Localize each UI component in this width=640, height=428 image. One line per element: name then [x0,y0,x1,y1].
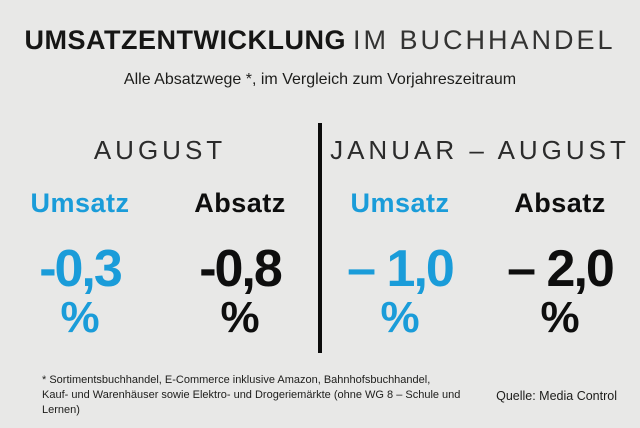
vertical-divider [318,123,322,353]
metric-label: Umsatz [30,188,130,218]
metric-jan-aug-umsatz: Umsatz – 1,0 % [320,188,480,341]
metric-unit: % [540,293,580,342]
page-title: UMSATZENTWICKLUNG IM BUCHHANDEL [0,24,640,56]
metric-value: -0,3 [39,240,123,298]
panel-august-metrics: Umsatz -0,3 % Absatz -0,8 % [0,188,320,341]
source-credit: Quelle: Media Control [496,388,617,403]
footer: * Sortimentsbuchhandel, E-Commerce inklu… [42,373,617,418]
footnote-line-1: * Sortimentsbuchhandel, E-Commerce inklu… [42,374,431,386]
page-title-emphasis: UMSATZENTWICKLUNG [24,25,346,55]
metric-value: -0,8 [199,240,283,298]
panel-august: AUGUST Umsatz -0,3 % Absatz -0,8 % [0,123,320,359]
metric-label: Umsatz [350,188,450,218]
metric-label: Absatz [194,188,286,218]
page-subtitle: Alle Absatzwege *, im Vergleich zum Vorj… [123,71,517,88]
panel-januar-august-metrics: Umsatz – 1,0 % Absatz – 2,0 % [320,188,640,341]
footnote-line-2: Kauf- und Warenhäuser sowie Elektro- und… [42,389,461,416]
metric-august-absatz: Absatz -0,8 % [160,188,320,341]
metric-jan-aug-absatz: Absatz – 2,0 % [480,188,640,341]
metric-august-umsatz: Umsatz -0,3 % [0,188,160,341]
metric-value: – 2,0 [507,240,615,298]
metric-value: – 1,0 [347,240,455,298]
metric-unit: % [60,293,100,342]
footnote: * Sortimentsbuchhandel, E-Commerce inklu… [42,373,496,418]
metric-label: Absatz [514,188,606,218]
metric-unit: % [220,293,260,342]
panels-area: AUGUST Umsatz -0,3 % Absatz -0,8 % JANUA… [0,123,640,359]
panel-januar-august-period: JANUAR – AUGUST [330,135,630,165]
metric-unit: % [380,293,420,342]
panel-august-period: AUGUST [93,135,227,165]
page-title-rest: IM BUCHHANDEL [352,25,616,55]
panel-januar-august: JANUAR – AUGUST Umsatz – 1,0 % Absatz – … [320,123,640,359]
